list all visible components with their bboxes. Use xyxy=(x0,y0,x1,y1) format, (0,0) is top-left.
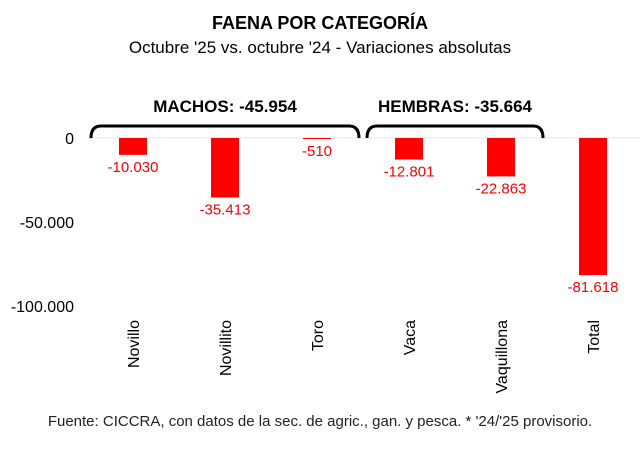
group-label: HEMBRAS: -35.664 xyxy=(378,97,533,116)
bar xyxy=(579,138,607,276)
bar xyxy=(211,138,239,198)
chart-title: FAENA POR CATEGORÍA xyxy=(211,13,428,33)
chart-subtitle: Octubre '25 vs. octubre '24 - Variacione… xyxy=(128,38,512,57)
data-label: -10.030 xyxy=(108,159,159,176)
category-label: Vaquillona xyxy=(494,320,511,394)
bar xyxy=(395,138,423,160)
y-tick-label: -50.000 xyxy=(20,215,74,232)
bar xyxy=(487,138,515,177)
data-label: -12.801 xyxy=(384,164,435,181)
group-bracket xyxy=(89,124,361,139)
data-label: -510 xyxy=(302,143,332,160)
y-tick-label: -100.000 xyxy=(11,299,74,316)
group-bracket xyxy=(365,124,545,139)
category-label: Total xyxy=(586,320,603,354)
data-label: -22.863 xyxy=(476,180,527,197)
data-label: -35.413 xyxy=(200,201,251,218)
category-label: Novillo xyxy=(126,320,143,368)
group-label: MACHOS: -45.954 xyxy=(153,97,297,116)
category-label: Vaca xyxy=(402,320,419,355)
category-label: Toro xyxy=(310,320,327,351)
y-tick-label: 0 xyxy=(65,131,74,148)
bar xyxy=(303,138,331,139)
bar xyxy=(119,138,147,155)
category-label: Novillito xyxy=(218,320,235,376)
data-label: -81.618 xyxy=(568,279,619,296)
source-note: Fuente: CICCRA, con datos de la sec. de … xyxy=(47,413,593,430)
